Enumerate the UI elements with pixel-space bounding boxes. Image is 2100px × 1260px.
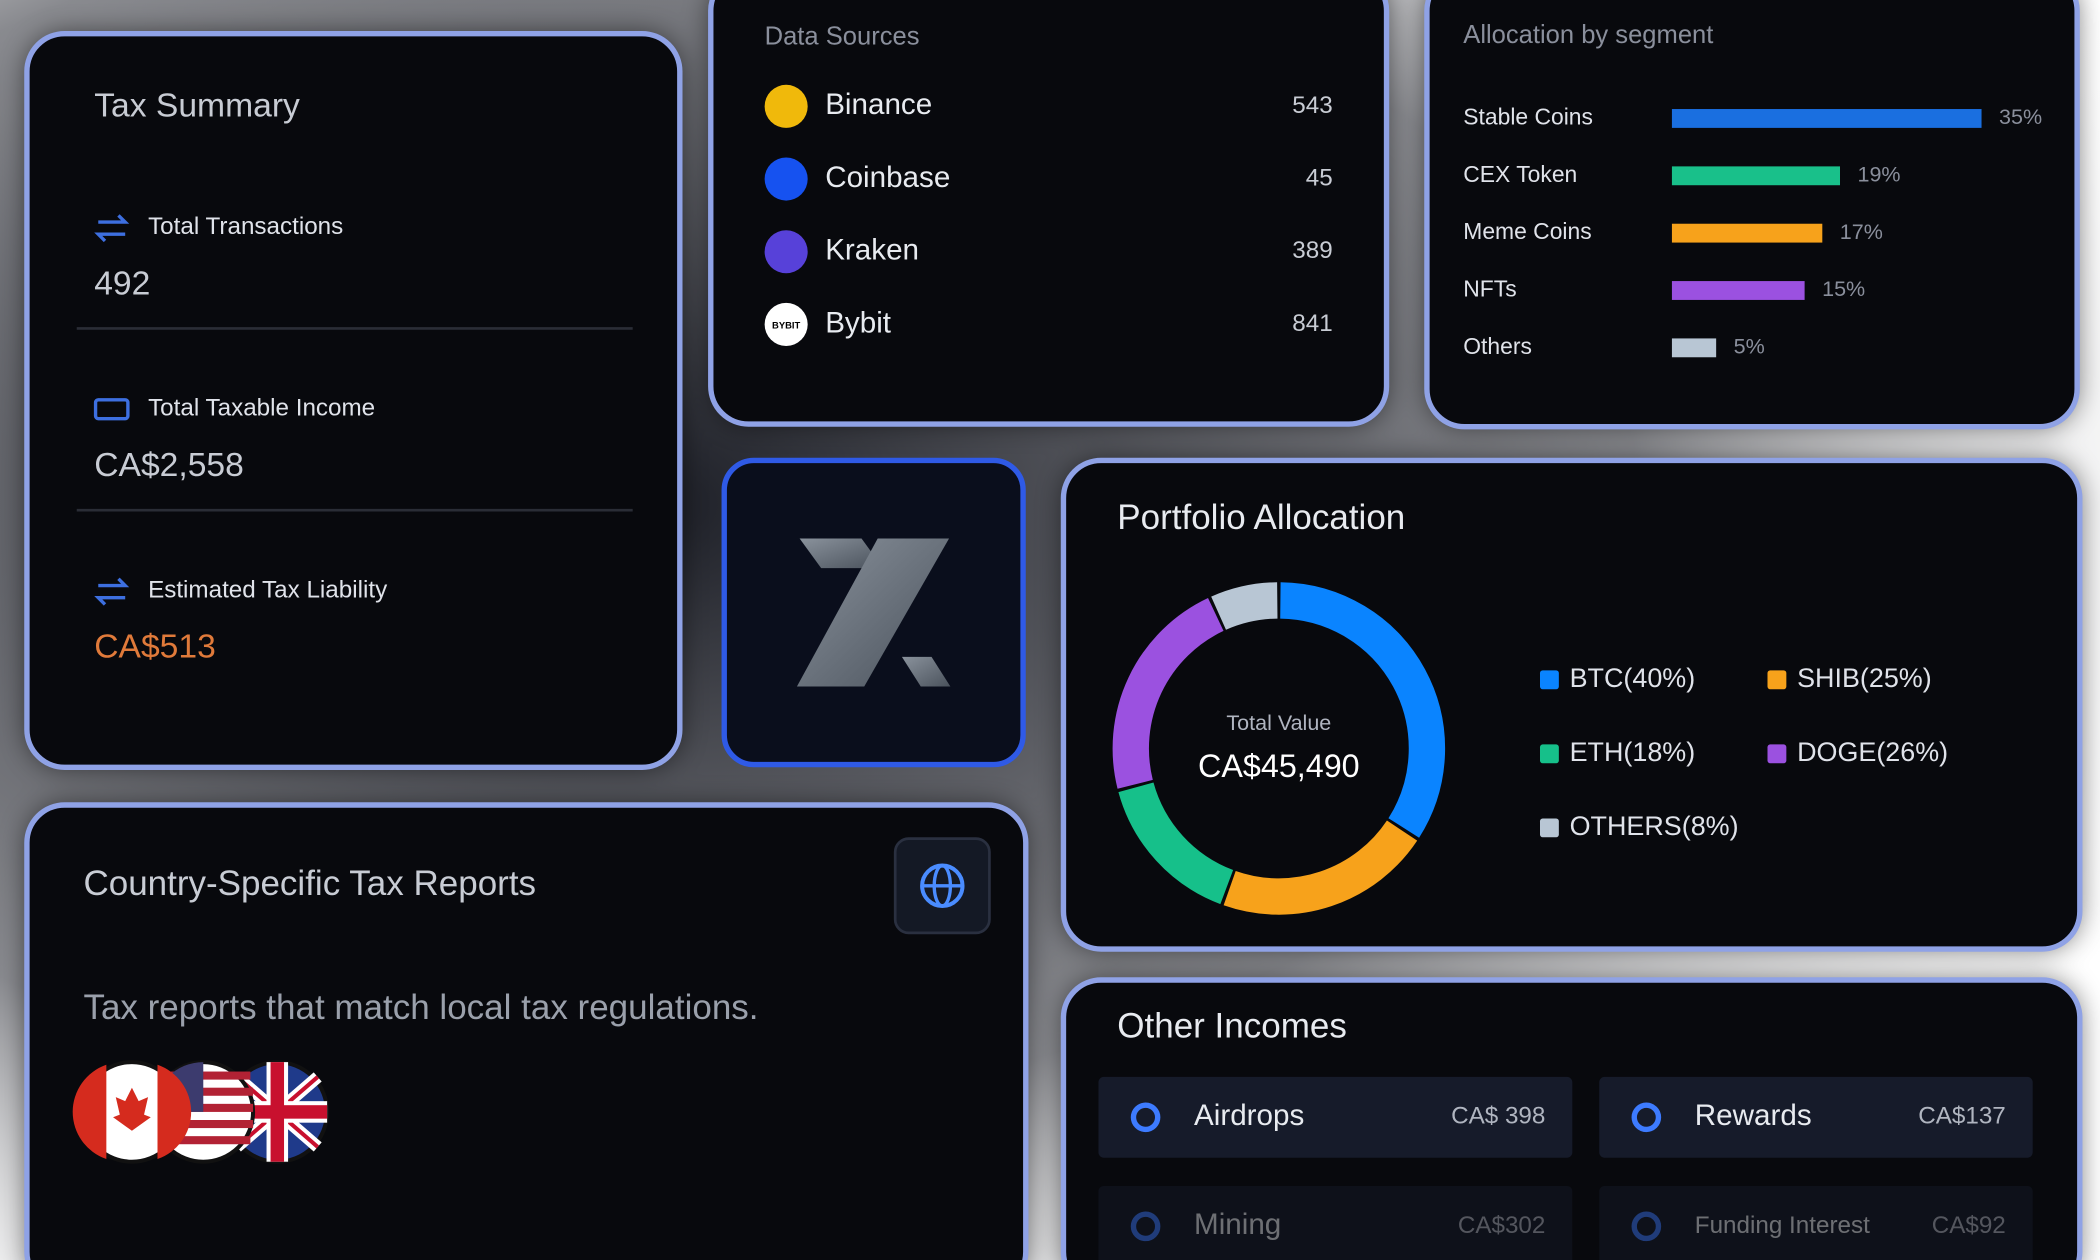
tile-bg: [1599, 1185, 2033, 1260]
dynamic-content: Total Transactions 492 Total Taxable Incom…: [76, 84, 2042, 1260]
legend-swatch: [1767, 670, 1787, 690]
source-icon: [764, 157, 808, 201]
summary-value: 492: [94, 265, 150, 302]
income-tile: Airdrops CA$ 398: [1098, 1076, 1573, 1158]
donut-segment: [1211, 582, 1279, 631]
income-tile: Funding Interest CA$92: [1599, 1185, 2033, 1260]
source-icon: [764, 302, 808, 346]
legend-swatch: [1540, 744, 1559, 764]
segment-value: 19%: [1858, 162, 1901, 186]
donut-center-label: Total Value: [1226, 711, 1331, 735]
allocation-title: Allocation by segment: [1463, 21, 1713, 49]
segment-bar: [1671, 338, 1717, 358]
tile-bg: [1098, 1076, 1573, 1158]
globe-button[interactable]: [893, 837, 991, 935]
source-name: Bybit: [825, 306, 892, 339]
income-amount: CA$ 398: [1451, 1103, 1545, 1130]
data-sources-title: Data Sources: [765, 22, 920, 50]
source-name: Coinbase: [825, 161, 950, 194]
segment-label: Others: [1463, 333, 1532, 359]
segment-value: 17%: [1840, 220, 1883, 244]
source-count: 389: [1292, 237, 1332, 264]
source-icon-text: BYBIT: [772, 319, 800, 330]
source-count: 841: [1292, 310, 1332, 337]
source-icon: [764, 230, 808, 274]
data-sources-card: [708, 0, 1390, 427]
source-count: 45: [1306, 164, 1333, 191]
segment-bar: [1671, 166, 1840, 186]
legend-label: SHIB(25%): [1797, 663, 1932, 693]
income-name: Mining: [1194, 1208, 1281, 1241]
segment-bar: [1671, 109, 1982, 128]
portfolio-title: Portfolio Allocation: [1117, 498, 1405, 537]
summary-value: CA$2,558: [94, 447, 244, 484]
segment-label: CEX Token: [1463, 161, 1577, 187]
tax-summary-title: Tax Summary: [94, 88, 300, 125]
tile-bg: [1599, 1076, 2033, 1158]
tile-icon: [1130, 1211, 1161, 1242]
source-name: Binance: [825, 88, 932, 121]
logo: [796, 538, 951, 687]
source-icon: [764, 84, 808, 128]
legend-swatch: [1540, 670, 1559, 690]
segment-value: 35%: [1999, 105, 2042, 129]
segment-label: Meme Coins: [1463, 218, 1591, 244]
income-name: Funding Interest: [1695, 1212, 1870, 1239]
income-amount: CA$92: [1932, 1212, 2006, 1239]
segment-value: 15%: [1822, 277, 1865, 301]
legend-label: DOGE(26%): [1797, 737, 1948, 767]
segment-value: 5%: [1734, 335, 1765, 359]
income-amount: CA$302: [1458, 1212, 1546, 1239]
donut-center-value: CA$45,490: [1198, 748, 1360, 784]
other-incomes-title: Other Incomes: [1117, 1007, 1347, 1046]
legend-label: OTHERS(8%): [1570, 811, 1739, 841]
segment-bar: [1671, 223, 1823, 243]
donut-segment: [1118, 782, 1234, 905]
allocation-card: [1424, 0, 2080, 430]
portfolio-card: [1060, 457, 2083, 952]
source-name: Kraken: [825, 234, 919, 267]
donut-segment: [1279, 582, 1446, 838]
income-icon: [93, 398, 130, 421]
summary-label: Total Taxable Income: [148, 395, 375, 422]
tile-icon: [1130, 1102, 1161, 1133]
transfer-icon: [94, 214, 130, 243]
tax-summary-card: [24, 30, 683, 770]
income-name: Rewards: [1695, 1099, 1812, 1132]
legend-label: BTC(40%): [1570, 663, 1696, 693]
tile-bg: [1098, 1185, 1573, 1260]
income-amount: CA$137: [1918, 1103, 2006, 1130]
segment-bar: [1671, 281, 1805, 300]
segment-label: NFTs: [1463, 276, 1516, 302]
segment-label: Stable Coins: [1463, 104, 1593, 130]
country-subtitle: Tax reports that match local tax regulat…: [83, 988, 758, 1027]
legend-swatch: [1767, 744, 1787, 764]
flags: [72, 1060, 330, 1164]
donut-segment: [1112, 598, 1224, 789]
donut-segment: [1223, 820, 1418, 915]
summary-label: Estimated Tax Liability: [148, 576, 388, 603]
source-count: 543: [1292, 92, 1332, 119]
income-tile: Rewards CA$137: [1599, 1076, 2033, 1158]
tile-icon: [1631, 1211, 1662, 1242]
transfer-icon: [94, 577, 130, 606]
tile-icon: [1631, 1102, 1662, 1133]
summary-label: Total Transactions: [148, 213, 343, 240]
legend-label: ETH(18%): [1570, 737, 1696, 767]
income-name: Airdrops: [1194, 1099, 1304, 1132]
income-tile: Mining CA$302: [1098, 1185, 1573, 1260]
country-title: Country-Specific Tax Reports: [83, 864, 536, 903]
legend-swatch: [1540, 818, 1559, 838]
summary-value: CA$513: [94, 629, 216, 666]
